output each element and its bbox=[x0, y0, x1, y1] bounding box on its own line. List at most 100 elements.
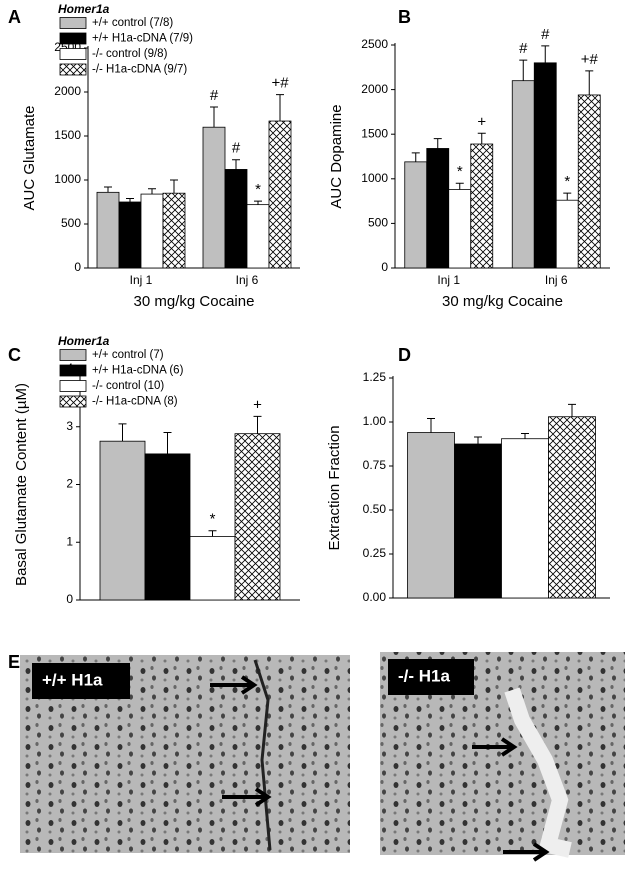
x-axis-label: 30 mg/kg Cocaine bbox=[442, 293, 563, 310]
bar bbox=[224, 169, 248, 269]
y-axis-label: AUC Glutamate bbox=[21, 105, 38, 210]
panel-label: D bbox=[398, 345, 411, 365]
y-tick-label: 1500 bbox=[361, 126, 388, 140]
legend-swatch bbox=[59, 48, 87, 60]
bar bbox=[454, 443, 502, 599]
significance-marker: + bbox=[253, 396, 262, 413]
y-tick-label: 1.25 bbox=[363, 370, 387, 384]
y-tick-label: 1500 bbox=[54, 128, 81, 142]
legend-swatch bbox=[59, 63, 87, 76]
error-bar bbox=[568, 403, 576, 417]
y-axis-label: Basal Glutamate Content (µM) bbox=[13, 383, 30, 586]
significance-marker: + bbox=[477, 113, 486, 130]
error-bar bbox=[148, 188, 156, 195]
y-axis-label: AUC Dopamine bbox=[328, 104, 345, 208]
significance-marker: * bbox=[564, 173, 570, 190]
bar bbox=[234, 433, 281, 601]
y-tick-label: 1000 bbox=[54, 172, 81, 186]
bar bbox=[533, 62, 557, 269]
bar bbox=[268, 120, 292, 269]
y-tick-label: 2000 bbox=[361, 82, 388, 96]
error-bar bbox=[232, 159, 240, 170]
error-bar bbox=[208, 530, 217, 537]
bar bbox=[246, 204, 270, 269]
bar bbox=[189, 536, 236, 601]
error-bar bbox=[411, 152, 420, 162]
y-tick-label: 2 bbox=[66, 477, 73, 491]
bar bbox=[511, 80, 535, 269]
significance-marker: # bbox=[541, 26, 550, 43]
error-bar bbox=[519, 59, 528, 81]
bar bbox=[448, 189, 472, 269]
bar bbox=[118, 201, 142, 269]
y-tick-label: 2000 bbox=[54, 84, 81, 98]
legend-label: +/+ H1a-cDNA (7/9) bbox=[92, 33, 193, 45]
error-bar bbox=[433, 138, 442, 149]
image-label: -/- H1a bbox=[398, 666, 451, 685]
y-tick-label: 0.00 bbox=[363, 590, 387, 604]
legend-swatch bbox=[59, 32, 87, 45]
y-tick-label: 3 bbox=[66, 419, 73, 433]
bar bbox=[555, 199, 579, 269]
y-tick-label: 500 bbox=[368, 216, 388, 230]
significance-marker: +# bbox=[271, 75, 289, 92]
error-bar bbox=[521, 432, 529, 439]
legend-label: -/- control (9/8) bbox=[92, 48, 168, 60]
x-tick-label: Inj 6 bbox=[236, 273, 259, 287]
legend-swatch bbox=[59, 364, 87, 377]
legend-label: -/- control (10) bbox=[92, 380, 164, 392]
bar bbox=[96, 191, 120, 269]
legend-label: -/- H1a-cDNA (9/7) bbox=[92, 64, 187, 76]
y-tick-label: 0 bbox=[74, 260, 81, 274]
x-tick-label: Inj 1 bbox=[130, 273, 153, 287]
y-tick-label: 0 bbox=[381, 260, 388, 274]
significance-marker: * bbox=[255, 181, 261, 198]
bar bbox=[202, 126, 226, 269]
error-bar bbox=[104, 186, 112, 193]
error-bar bbox=[541, 45, 550, 63]
legend-title: Homer1a bbox=[58, 2, 110, 16]
error-bar bbox=[477, 132, 486, 145]
bar bbox=[548, 416, 596, 599]
legend-label: -/- H1a-cDNA (8) bbox=[92, 396, 178, 408]
error-bar bbox=[563, 192, 572, 201]
panel-label: B bbox=[398, 7, 411, 27]
bar bbox=[99, 440, 146, 601]
micrograph-right bbox=[380, 652, 625, 862]
bar bbox=[404, 161, 428, 269]
panel-label: E bbox=[8, 652, 20, 672]
legend-label: +/+ H1a-cDNA (6) bbox=[92, 365, 184, 377]
error-bar bbox=[254, 200, 262, 205]
error-bar bbox=[163, 432, 172, 454]
y-tick-label: 0.25 bbox=[363, 546, 387, 560]
legend-title: Homer1a bbox=[58, 334, 110, 348]
error-bar bbox=[126, 197, 134, 202]
legend-swatch bbox=[59, 395, 87, 408]
y-tick-label: 0 bbox=[66, 592, 73, 606]
significance-marker: * bbox=[210, 511, 216, 528]
error-bar bbox=[210, 106, 218, 128]
bar bbox=[426, 148, 450, 269]
error-bar bbox=[455, 182, 464, 190]
legend-swatch bbox=[59, 17, 87, 29]
significance-marker: # bbox=[519, 40, 528, 57]
bar bbox=[407, 432, 455, 599]
error-bar bbox=[118, 423, 127, 442]
bar bbox=[470, 143, 494, 269]
y-tick-label: 0.75 bbox=[363, 458, 387, 472]
bar bbox=[577, 94, 601, 269]
y-axis-label: Extraction Fraction bbox=[326, 425, 343, 550]
y-tick-label: 1 bbox=[66, 534, 73, 548]
significance-marker: # bbox=[210, 87, 219, 104]
bar bbox=[140, 193, 164, 269]
bar bbox=[144, 453, 191, 601]
y-tick-label: 1000 bbox=[361, 171, 388, 185]
y-tick-label: 500 bbox=[61, 216, 81, 230]
y-tick-label: 2500 bbox=[361, 37, 388, 51]
significance-marker: # bbox=[232, 140, 241, 157]
micrograph-left bbox=[20, 655, 350, 853]
image-label: +/+ H1a bbox=[42, 670, 103, 689]
legend-label: +/+ control (7/8) bbox=[92, 17, 173, 29]
